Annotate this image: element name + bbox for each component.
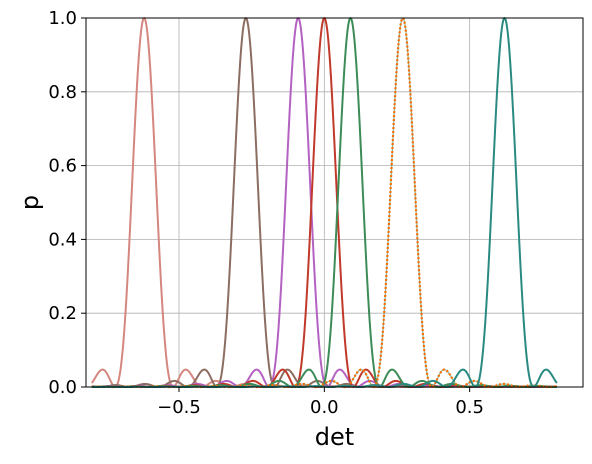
y-tick-label: 0.4 (48, 229, 77, 250)
y-tick-label: 0.2 (48, 303, 77, 324)
y-tick-label: 0.6 (48, 156, 77, 177)
plot-frame (85, 17, 584, 388)
y-axis-label: p (16, 195, 44, 210)
y-tick-label: 1.0 (48, 8, 77, 29)
x-tick-label: −0.5 (157, 397, 201, 418)
grid (86, 17, 583, 388)
x-tick-label: 0.5 (455, 397, 484, 418)
y-tick-label: 0.8 (48, 82, 77, 103)
y-tick-label: 0.0 (48, 377, 77, 398)
x-tick-label: 0.0 (310, 397, 339, 418)
ticks: −0.5 0.0 0.5 0.0 0.2 0.4 0.6 0.8 1.0 (48, 8, 484, 418)
x-axis-label: det (315, 423, 354, 451)
